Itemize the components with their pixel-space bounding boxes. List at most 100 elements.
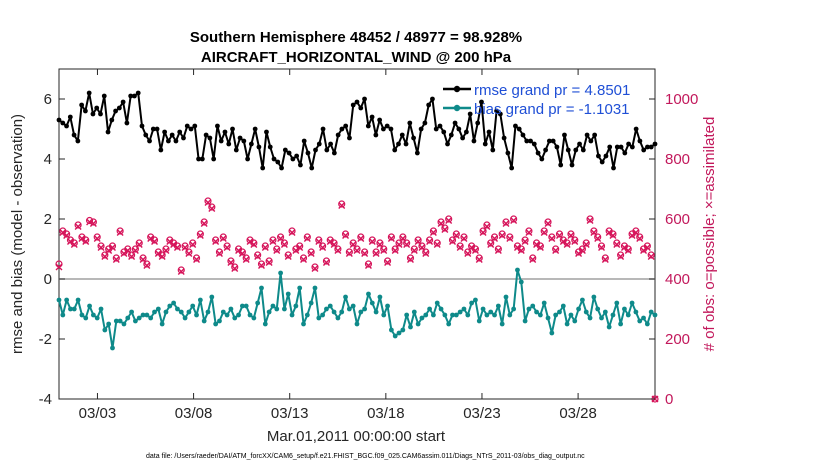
obs-assimilated-mark (250, 241, 258, 248)
bias-point (507, 312, 513, 318)
obs-assimilated-mark (506, 235, 514, 242)
rmse-point (173, 138, 179, 144)
obs-possible-point (124, 245, 132, 253)
x-tick-label: 03/13 (271, 405, 309, 422)
rmse-point (411, 135, 416, 141)
x-tick-label: 03/23 (463, 405, 501, 422)
y-left-tick-label: 4 (44, 151, 52, 168)
rmse-point (226, 141, 232, 147)
rmse-point (573, 147, 579, 153)
bias-point (415, 321, 421, 327)
rmse-point (373, 132, 379, 138)
obs-assimilated-mark (334, 247, 342, 254)
obs-assimilated-mark (280, 241, 288, 248)
obs-assimilated-mark (215, 250, 223, 257)
bias-point (110, 345, 115, 351)
x-tick-label: 03/03 (79, 405, 117, 422)
rmse-point (426, 102, 432, 108)
bias-point (255, 300, 261, 306)
bias-point (408, 324, 413, 330)
rmse-point (120, 99, 126, 105)
rmse-point (350, 102, 356, 108)
obs-possible-point (311, 263, 319, 271)
rmse-point (524, 138, 530, 144)
obs-assimilated-point (521, 238, 529, 245)
obs-possible-point (521, 236, 529, 244)
rmse-point (113, 108, 118, 114)
obs-possible-point (242, 254, 250, 262)
obs-assimilated-point (162, 247, 170, 254)
bias-point (568, 312, 574, 318)
obs-assimilated-point (284, 253, 292, 260)
obs-assimilated-mark (124, 247, 132, 254)
bias-point (90, 312, 96, 318)
x-tick-label: 03/18 (367, 405, 405, 422)
obs-assimilated-mark (502, 220, 510, 227)
obs-assimilated-point (342, 232, 350, 239)
bias-point (572, 318, 578, 324)
obs-assimilated-mark (196, 232, 204, 239)
rmse-point (501, 135, 507, 141)
obs-possible-point (116, 227, 124, 235)
rmse-point (79, 102, 85, 108)
obs-possible-point (200, 218, 208, 226)
obs-possible-point (490, 233, 499, 241)
obs-possible-point (422, 248, 430, 256)
rmse-point (339, 126, 345, 132)
obs-possible-point (391, 245, 399, 253)
obs-assimilated-point (464, 250, 472, 257)
obs-assimilated-point (143, 262, 151, 269)
obs-assimilated-point (426, 238, 434, 245)
rmse-point (596, 153, 601, 159)
rmse-point (603, 153, 609, 159)
rmse-point (260, 165, 266, 171)
obs-assimilated-mark (529, 256, 537, 263)
obs-possible-point (406, 254, 415, 262)
bias-point (64, 297, 70, 303)
obs-assimilated-point (418, 244, 426, 251)
bias-point (557, 309, 562, 315)
bias-point (270, 303, 276, 309)
rmse-point (618, 144, 624, 150)
bias-point (518, 279, 524, 285)
rmse-point (139, 123, 145, 129)
obs-assimilated-point (445, 217, 453, 224)
bias-point (343, 294, 348, 300)
obs-possible-point (464, 248, 472, 256)
rmse-point (392, 147, 398, 153)
rmse-point (282, 147, 288, 153)
bias-point (625, 312, 631, 318)
obs-assimilated-point (128, 253, 136, 260)
obs-possible-point (74, 221, 82, 229)
obs-possible-point (276, 233, 285, 241)
rmse-point (90, 111, 96, 117)
obs-possible-point (502, 218, 510, 226)
obs-assimilated-mark (498, 232, 506, 239)
bias-point (262, 321, 268, 327)
obs-assimilated-point (555, 232, 563, 239)
obs-possible-point (590, 227, 598, 235)
obs-possible-point (494, 245, 502, 253)
obs-assimilated-point (460, 235, 468, 242)
obs-possible-point (364, 260, 373, 268)
obs-possible-point (433, 239, 441, 247)
obs-possible-point (395, 239, 403, 247)
obs-assimilated-point (510, 217, 518, 224)
obs-assimilated-point (319, 244, 327, 251)
obs-assimilated-mark (418, 244, 426, 251)
obs-assimilated-point (540, 229, 548, 236)
x-tick-label: 03/28 (559, 405, 597, 422)
bias-point (599, 315, 604, 321)
bias-point (251, 315, 257, 321)
obs-assimilated-mark (70, 241, 78, 248)
bias-point (201, 318, 207, 324)
obs-assimilated-mark (598, 244, 606, 251)
rmse-point (482, 141, 488, 147)
obs-assimilated-mark (464, 250, 472, 257)
obs-assimilated-point (74, 223, 82, 230)
bias-point (350, 303, 356, 309)
obs-assimilated-mark (624, 247, 632, 254)
rmse-point (546, 138, 552, 144)
obs-possible-point (357, 233, 365, 241)
obs-assimilated-point (338, 202, 346, 209)
